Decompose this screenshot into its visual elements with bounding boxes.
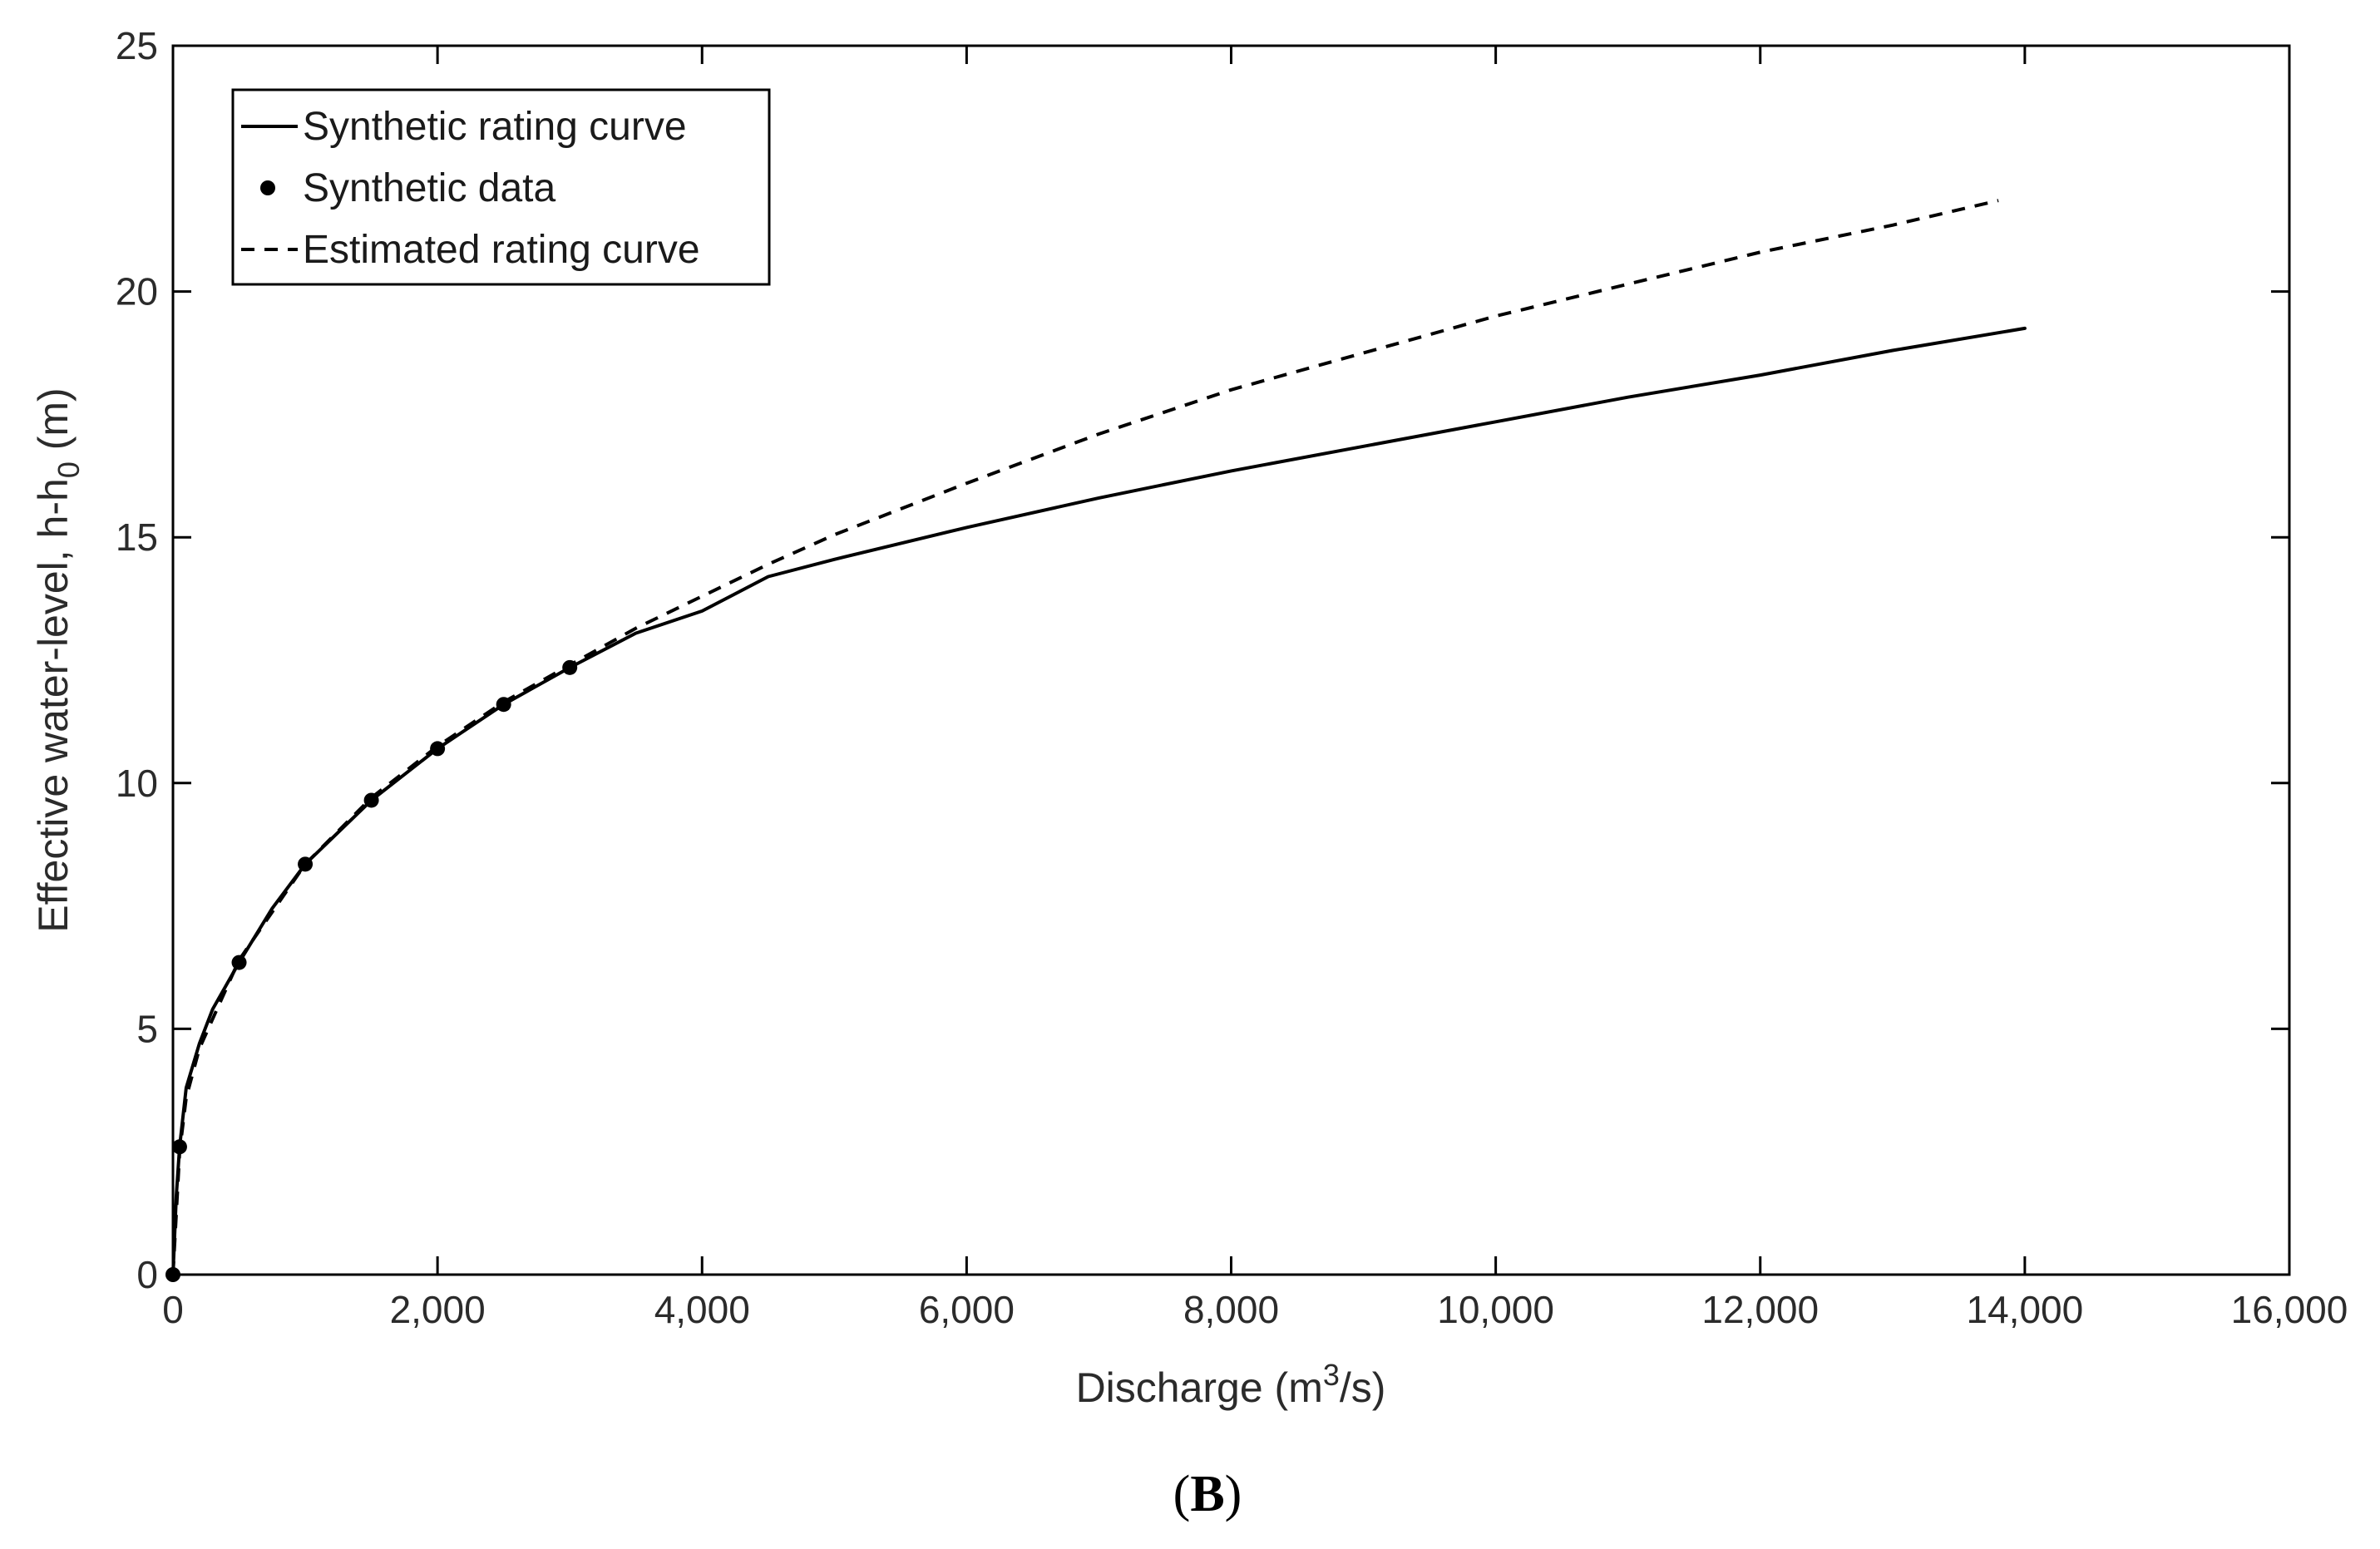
x-axis-label-superscript: 3 xyxy=(1323,1358,1340,1392)
y-tick-label: 20 xyxy=(116,270,158,313)
x-tick-label: 6,000 xyxy=(919,1288,1015,1331)
y-axis-label-suffix: (m) xyxy=(30,387,77,461)
y-tick-label: 25 xyxy=(116,24,158,67)
y-axis-label-subscript: 0 xyxy=(52,461,86,478)
y-tick-label: 15 xyxy=(116,516,158,559)
y-axis-label-prefix: Effective water-level, h-h xyxy=(30,478,77,933)
x-tick-label: 16,000 xyxy=(2231,1288,2348,1331)
y-axis-label: Effective water-level, h-h0 (m) xyxy=(30,387,86,932)
x-tick-label: 4,000 xyxy=(654,1288,750,1331)
x-axis-label-suffix: /s) xyxy=(1340,1364,1386,1411)
x-tick-label: 14,000 xyxy=(1967,1288,2084,1331)
synthetic-data-point xyxy=(298,856,314,872)
legend-box xyxy=(231,88,771,286)
x-tick-label: 0 xyxy=(162,1288,184,1331)
x-tick-label: 12,000 xyxy=(1701,1288,1819,1331)
y-tick-label: 5 xyxy=(136,1007,158,1050)
x-tick-label: 8,000 xyxy=(1183,1288,1279,1331)
synthetic-data-point xyxy=(430,741,446,757)
legend: Synthetic rating curve Synthetic data Es… xyxy=(231,88,771,286)
legend-label-estimated-rating-curve: Estimated rating curve xyxy=(303,228,700,272)
panel-label: (B) xyxy=(1173,1466,1242,1522)
legend-label-synthetic-rating-curve: Synthetic rating curve xyxy=(303,105,687,149)
x-tick-label: 10,000 xyxy=(1437,1288,1554,1331)
synthetic-data-point xyxy=(363,792,379,808)
panel-label-letter: B xyxy=(1190,1466,1224,1522)
synthetic-data-point xyxy=(562,659,578,675)
y-tick-label: 0 xyxy=(136,1253,158,1296)
legend-label-synthetic-data: Synthetic data xyxy=(303,166,556,210)
x-tick-label: 2,000 xyxy=(390,1288,486,1331)
synthetic-rating-curve-line xyxy=(171,326,2027,1276)
synthetic-data-point xyxy=(231,955,247,970)
synthetic-data-point xyxy=(496,697,511,713)
series-layer xyxy=(165,199,2027,1282)
panel-label-open: ( xyxy=(1173,1466,1191,1522)
panel-label-close: ) xyxy=(1225,1466,1242,1522)
tick-layer: 0 2,000 4,000 6,000 8,000 10,000 12,000 14,000 1… xyxy=(116,24,2348,1331)
y-tick-label: 10 xyxy=(116,762,158,805)
x-axis-label: Discharge (m3/s) xyxy=(1076,1358,1386,1411)
legend-marker-sample xyxy=(260,180,275,195)
x-axis-label-prefix: Discharge (m xyxy=(1076,1364,1323,1411)
synthetic-data-point xyxy=(171,1139,187,1155)
